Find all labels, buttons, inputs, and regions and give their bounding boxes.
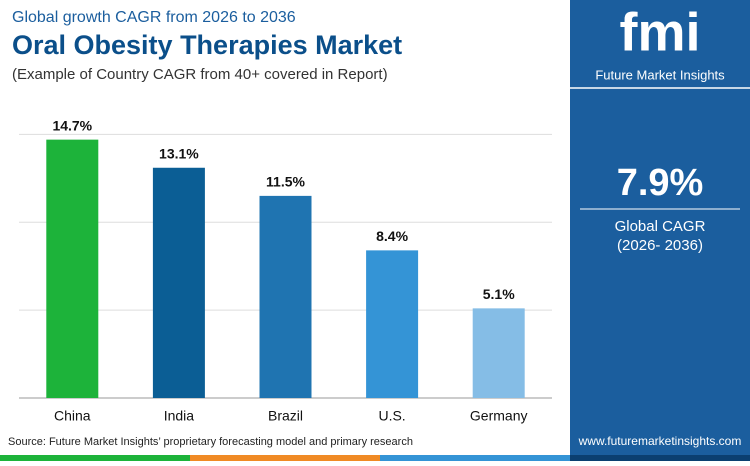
source: Source: Future Market Insights’ propriet…: [8, 436, 413, 448]
x-tick-label: China: [54, 408, 91, 424]
bar: [472, 308, 525, 398]
value-label: 8.4%: [376, 228, 408, 244]
kicker: Global growth CAGR from 2026 to 2036: [12, 9, 296, 26]
x-tick-label: India: [164, 408, 195, 424]
bar: [46, 139, 99, 399]
x-tick-label: Germany: [470, 408, 528, 424]
bar: [366, 250, 419, 398]
bottom-strip: [0, 455, 750, 461]
side-panel: [570, 0, 750, 455]
logo: fmi: [620, 2, 701, 62]
strip-segment: [0, 455, 190, 461]
value-label: 14.7%: [52, 117, 92, 133]
headline-period: (2026- 2036): [617, 237, 703, 254]
chart-title: Oral Obesity Therapies Market: [12, 30, 402, 60]
website: www.futuremarketinsights.com: [578, 434, 742, 448]
x-tick-label: U.S.: [378, 408, 405, 424]
strip-segment: [570, 455, 750, 461]
bar: [259, 195, 312, 398]
strip-segment: [190, 455, 380, 461]
subtitle: (Example of Country CAGR from 40+ covere…: [12, 66, 388, 83]
bar: [152, 167, 205, 398]
strip-segment: [380, 455, 570, 461]
value-label: 5.1%: [483, 286, 515, 302]
brand: Future Market Insights: [595, 67, 725, 82]
value-label: 11.5%: [266, 174, 305, 190]
x-tick-label: Brazil: [268, 408, 303, 424]
headline-label: Global CAGR: [615, 218, 706, 235]
value-label: 13.1%: [159, 145, 199, 161]
headline-value: 7.9%: [617, 162, 704, 204]
